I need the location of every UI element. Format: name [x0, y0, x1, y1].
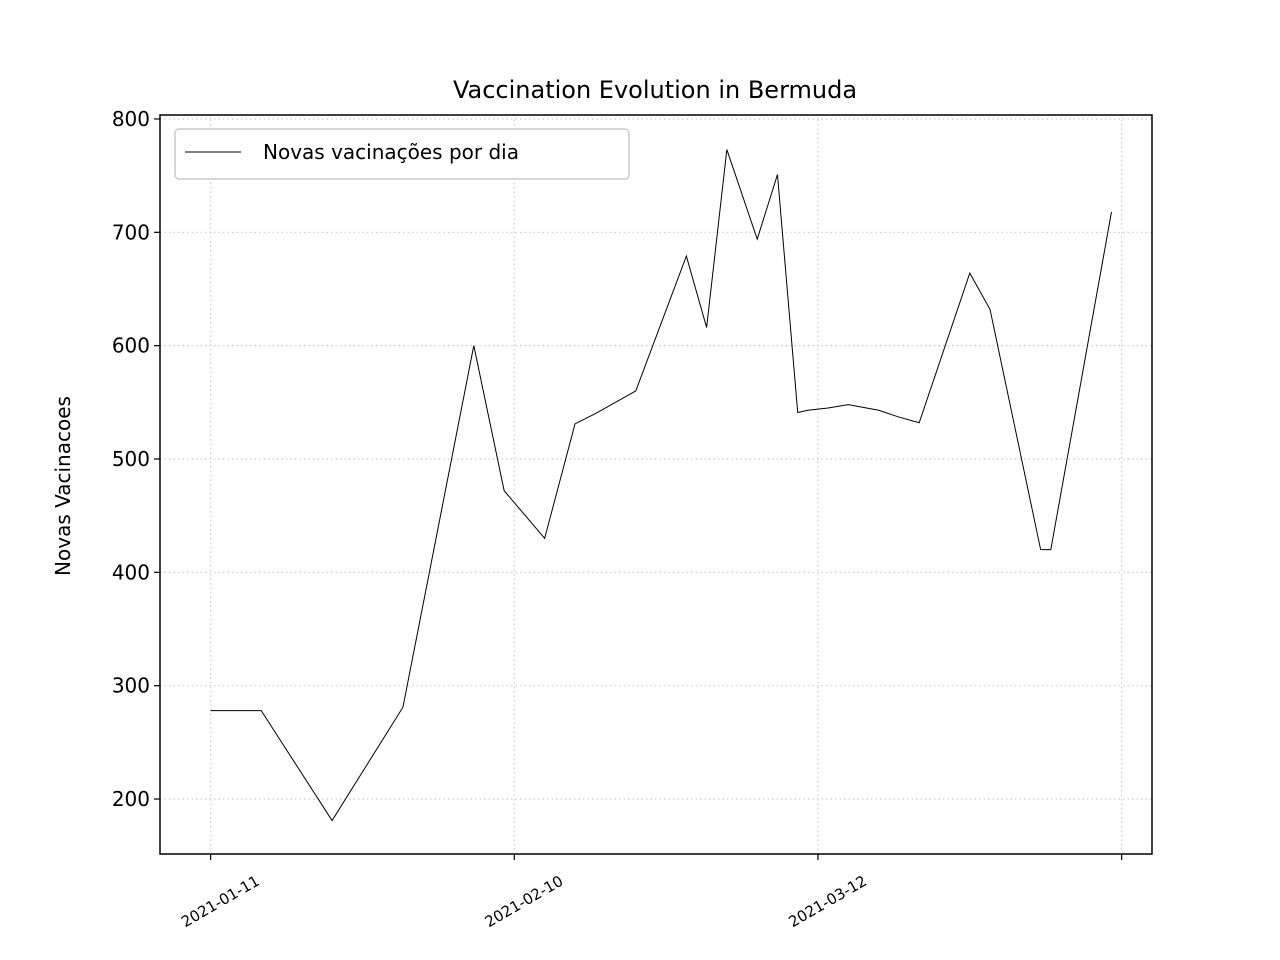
x-tick-label: 2021-03-12: [785, 872, 870, 931]
y-tick-label: 500: [112, 447, 150, 471]
line: [210, 149, 1113, 822]
y-tick-label: 700: [112, 220, 150, 244]
x-axis-label: Data: [631, 957, 679, 960]
y-tick-label: 600: [112, 334, 150, 358]
legend-label: Novas vacinações por dia: [263, 140, 519, 164]
x-tick-label: 2021-02-10: [482, 872, 567, 931]
y-axis-label: Novas Vacinacoes: [51, 396, 75, 576]
chart-title: Vaccination Evolution in Bermuda: [453, 76, 857, 104]
y-tick-label: 800: [112, 107, 150, 131]
x-tick-label: 2021-01-11: [178, 872, 263, 931]
y-tick-label: 400: [112, 560, 150, 584]
y-tick-label: 200: [112, 787, 150, 811]
y-tick-label: 300: [112, 674, 150, 698]
plot-frame: [159, 114, 1153, 855]
legend-box: [174, 128, 630, 180]
